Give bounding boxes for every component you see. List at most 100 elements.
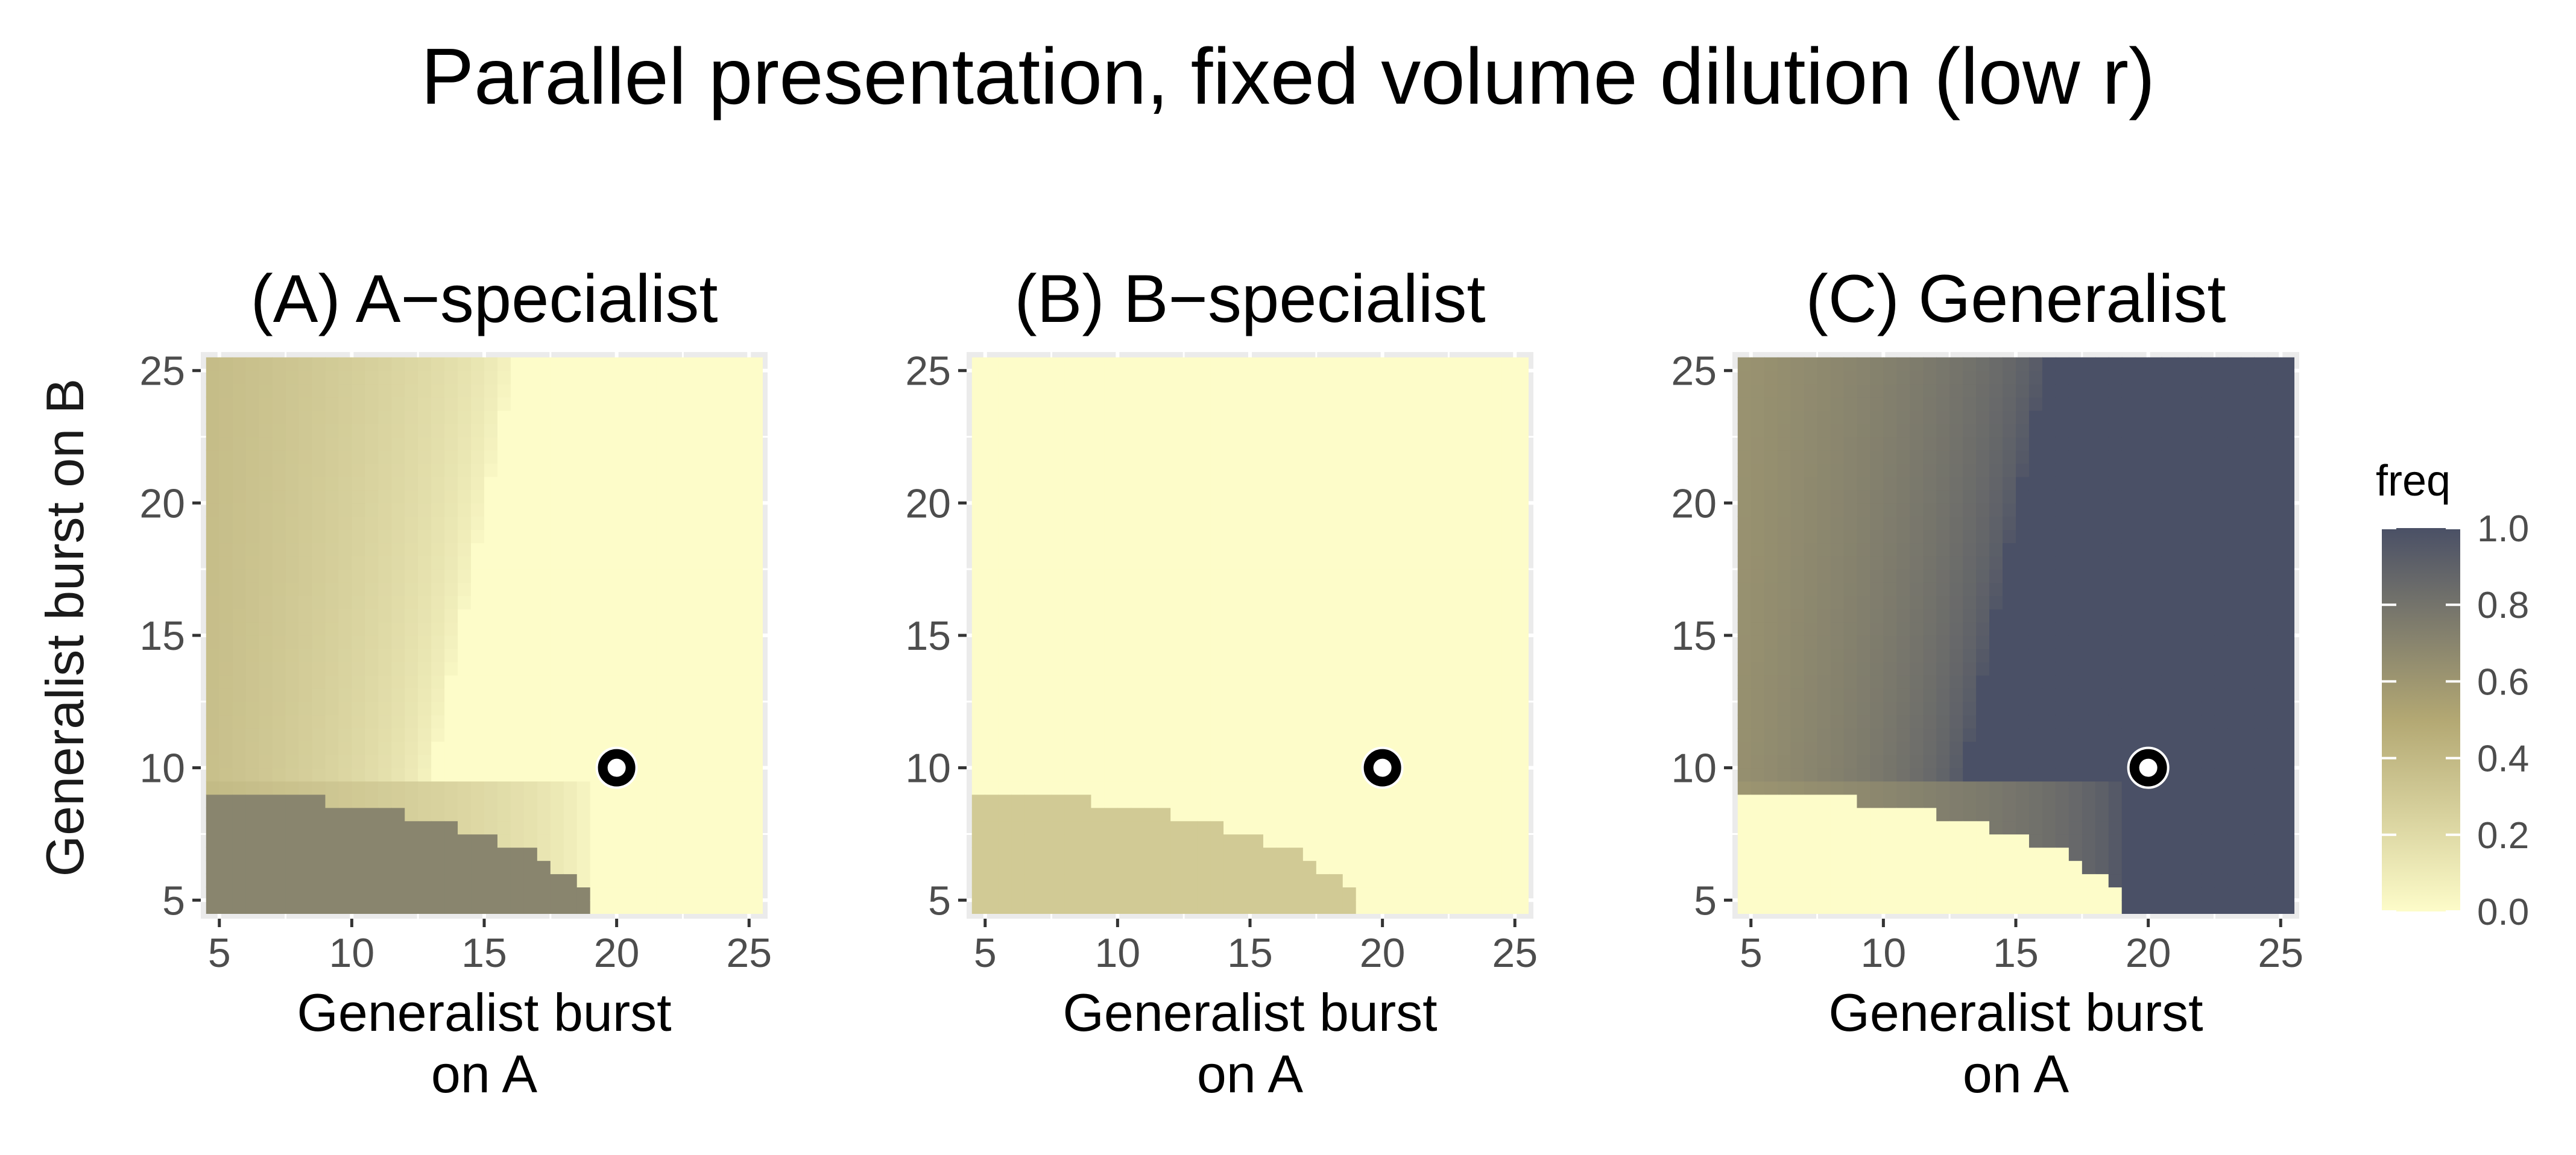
heatmap-cell bbox=[458, 873, 472, 888]
heatmap-cell bbox=[1316, 516, 1330, 530]
heatmap-cell bbox=[1329, 873, 1343, 888]
heatmap-cell bbox=[2042, 489, 2056, 504]
heatmap-cell bbox=[365, 635, 379, 649]
heatmap-cell bbox=[298, 436, 313, 451]
heatmap-cell bbox=[998, 767, 1012, 782]
heatmap-cell bbox=[418, 516, 432, 530]
heatmap-cell bbox=[471, 436, 485, 451]
heatmap-cell bbox=[1078, 635, 1092, 649]
heatmap-cell bbox=[206, 622, 220, 636]
heatmap-cell bbox=[1091, 450, 1105, 464]
heatmap-cell bbox=[405, 622, 418, 636]
heatmap-cell bbox=[484, 741, 498, 755]
heatmap-cell bbox=[245, 834, 260, 848]
heatmap-cell bbox=[1038, 661, 1052, 676]
heatmap-cell bbox=[985, 596, 999, 609]
heatmap-cell bbox=[590, 860, 604, 875]
heatmap-cell bbox=[1923, 887, 1937, 901]
heatmap-cell bbox=[1051, 463, 1065, 477]
heatmap-cell bbox=[444, 436, 458, 451]
heatmap-cell bbox=[405, 383, 418, 398]
heatmap-cell bbox=[1157, 860, 1172, 875]
heatmap-cell bbox=[285, 794, 300, 808]
heatmap-cell bbox=[709, 516, 724, 530]
heatmap-cell bbox=[1302, 622, 1317, 636]
heatmap-cell bbox=[722, 609, 737, 623]
heatmap-cell bbox=[1011, 728, 1026, 742]
heatmap-cell bbox=[1051, 543, 1065, 557]
heatmap-cell bbox=[272, 582, 286, 596]
heatmap-cell bbox=[1817, 622, 1831, 636]
heatmap-cell bbox=[458, 436, 472, 451]
heatmap-cell bbox=[998, 887, 1012, 901]
heatmap-cell bbox=[563, 569, 578, 583]
heatmap-cell bbox=[298, 675, 313, 689]
heatmap-cell bbox=[1302, 820, 1317, 835]
heatmap-cell bbox=[2028, 873, 2043, 888]
heatmap-cell bbox=[2108, 714, 2123, 729]
heatmap-cell bbox=[352, 596, 366, 609]
heatmap-cell bbox=[272, 397, 286, 411]
heatmap-cell bbox=[1144, 688, 1158, 702]
heatmap-cell bbox=[391, 701, 406, 716]
heatmap-cell bbox=[630, 807, 644, 822]
heatmap-cell bbox=[1830, 781, 1845, 795]
heatmap-cell bbox=[1883, 582, 1898, 596]
heatmap-cell bbox=[1342, 529, 1357, 544]
heatmap-cell bbox=[1817, 834, 1831, 848]
heatmap-cell bbox=[1910, 635, 1924, 649]
heatmap-cell bbox=[749, 635, 763, 649]
heatmap-cell bbox=[259, 357, 273, 371]
heatmap-cell bbox=[298, 596, 313, 609]
heatmap-cell bbox=[1342, 648, 1357, 662]
heatmap-cell bbox=[1064, 701, 1079, 716]
heatmap-cell bbox=[405, 436, 418, 451]
heatmap-cell bbox=[1936, 754, 1950, 769]
heatmap-cell bbox=[523, 503, 538, 517]
heatmap-cell bbox=[1263, 887, 1277, 901]
heatmap-cell bbox=[1883, 820, 1898, 835]
heatmap-cell bbox=[1316, 476, 1330, 491]
heatmap-cell bbox=[1104, 781, 1119, 795]
heatmap-cell bbox=[285, 622, 300, 636]
heatmap-cell bbox=[1250, 423, 1264, 438]
heatmap-cell bbox=[1302, 728, 1317, 742]
heatmap-cell bbox=[2148, 635, 2162, 649]
heatmap-cell bbox=[1170, 807, 1184, 822]
heatmap-cell bbox=[1170, 741, 1184, 755]
heatmap-cell bbox=[2042, 529, 2056, 544]
heatmap-cell bbox=[736, 529, 750, 544]
heatmap-cell bbox=[2003, 423, 2016, 438]
heatmap-cell bbox=[1157, 423, 1172, 438]
heatmap-cell bbox=[1051, 596, 1065, 609]
heatmap-cell bbox=[219, 569, 233, 583]
heatmap-cell bbox=[378, 397, 393, 411]
heatmap-cell bbox=[1197, 781, 1211, 795]
heatmap-cell bbox=[1804, 728, 1818, 742]
heatmap-cell bbox=[1104, 820, 1119, 835]
heatmap-cell bbox=[696, 887, 710, 901]
heatmap-cell bbox=[709, 450, 724, 464]
heatmap-cell bbox=[1223, 661, 1237, 676]
heatmap-cell bbox=[1197, 410, 1211, 424]
heatmap-cell bbox=[1830, 847, 1845, 861]
heatmap-cell bbox=[722, 436, 737, 451]
heatmap-cell bbox=[971, 714, 986, 729]
heatmap-cell bbox=[2108, 847, 2123, 861]
heatmap-cell bbox=[444, 675, 458, 689]
heatmap-cell bbox=[1302, 635, 1317, 649]
heatmap-cell bbox=[563, 860, 578, 875]
heatmap-cell bbox=[1302, 661, 1317, 676]
heatmap-cell bbox=[1210, 503, 1224, 517]
heatmap-cell bbox=[471, 807, 485, 822]
heatmap-cell bbox=[352, 622, 366, 636]
heatmap-cell bbox=[1091, 701, 1105, 716]
heatmap-cell bbox=[285, 463, 300, 477]
heatmap-cell bbox=[1250, 701, 1264, 716]
heatmap-cell bbox=[431, 609, 445, 623]
heatmap-cell bbox=[616, 370, 631, 385]
heatmap-cell bbox=[1817, 661, 1831, 676]
heatmap-cell bbox=[325, 887, 339, 901]
heatmap-cell bbox=[1131, 463, 1145, 477]
heatmap-cell bbox=[1870, 569, 1884, 583]
